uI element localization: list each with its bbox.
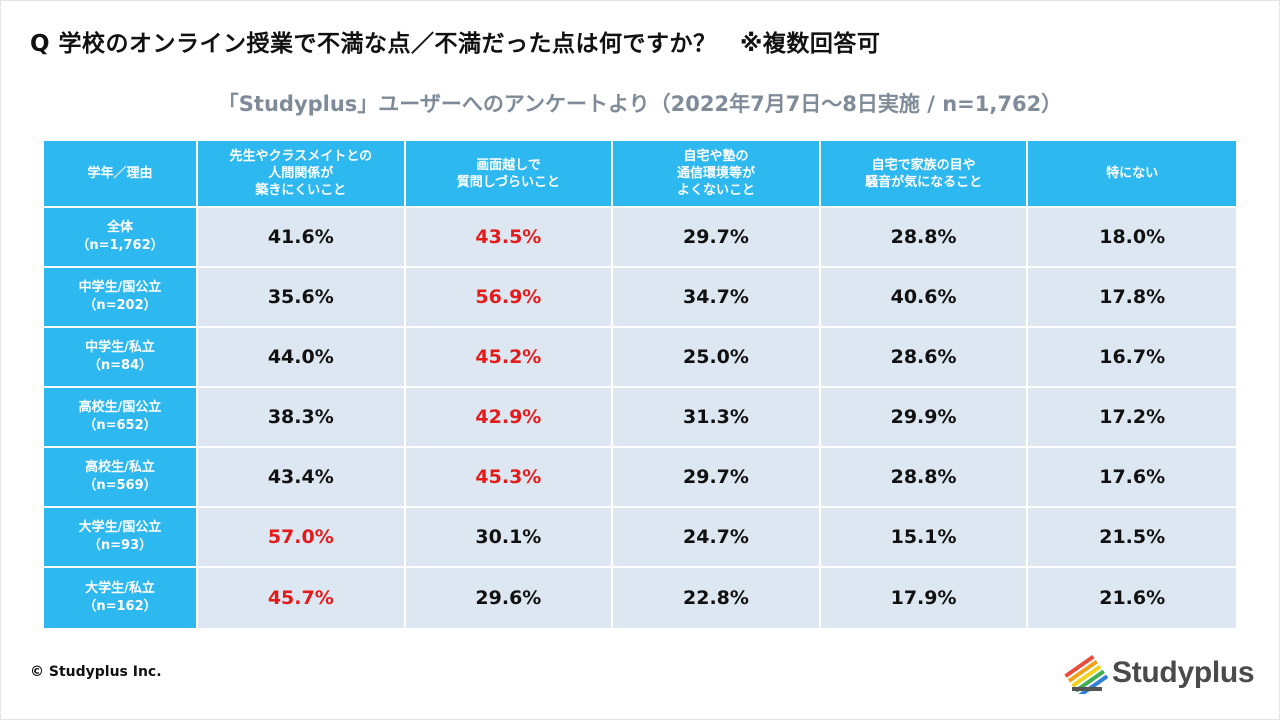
value-cell: 35.6% bbox=[198, 268, 406, 328]
table-row: 大学生/国公立 （n=93） 57.0% 30.1% 24.7% 15.1% 21.5% bbox=[44, 508, 1236, 568]
table-row: 中学生/国公立 （n=202） 35.6% 56.9% 34.7% 40.6% 17.8% bbox=[44, 268, 1236, 328]
column-header-line: 自宅や塾の bbox=[683, 149, 749, 164]
row-header: 中学生/私立 （n=84） bbox=[44, 328, 198, 388]
value-cell: 29.7% bbox=[613, 448, 821, 508]
table-row: 高校生/国公立 （n=652） 38.3% 42.9% 31.3% 29.9% 17.2% bbox=[44, 388, 1236, 448]
value-cell: 38.3% bbox=[198, 388, 406, 448]
value-cell: 28.6% bbox=[820, 328, 1029, 388]
column-header-line: 騒音が気になること bbox=[865, 174, 983, 190]
value-cell: 21.6% bbox=[1028, 568, 1236, 628]
row-sample-size: （n=162） bbox=[83, 599, 157, 614]
row-label: 大学生/私立 bbox=[85, 581, 155, 596]
page-title: Q 学校のオンライン授業で不満な点／不満だった点は何ですか？ ※複数回答可 bbox=[30, 31, 881, 57]
row-label: 高校生/国公立 bbox=[78, 400, 162, 415]
table-row: 高校生/私立 （n=569） 43.4% 45.3% 29.7% 28.8% 17.6% bbox=[44, 448, 1236, 508]
value-cell: 45.2% bbox=[405, 328, 614, 388]
column-header: 先生やクラスメイトとの 人間関係が 築きにくいこと bbox=[198, 141, 406, 208]
value-cell: 45.3% bbox=[405, 448, 614, 508]
row-label: 中学生/国公立 bbox=[78, 280, 162, 295]
row-sample-size: （n=1,762） bbox=[76, 238, 164, 253]
value-cell: 43.5% bbox=[405, 208, 614, 268]
row-sample-size: （n=569） bbox=[83, 478, 157, 493]
value-cell: 25.0% bbox=[613, 328, 821, 388]
value-cell: 57.0% bbox=[198, 508, 406, 568]
column-header-line: 質問しづらいこと bbox=[456, 174, 560, 190]
row-header: 高校生/国公立 （n=652） bbox=[44, 388, 198, 448]
row-header: 大学生/国公立 （n=93） bbox=[44, 508, 198, 568]
value-cell: 45.7% bbox=[198, 568, 406, 628]
row-header: 大学生/私立 （n=162） bbox=[44, 568, 198, 628]
value-cell: 28.8% bbox=[820, 208, 1029, 268]
value-cell: 42.9% bbox=[405, 388, 614, 448]
table-row: 大学生/私立 （n=162） 45.7% 29.6% 22.8% 17.9% 21.6% bbox=[44, 568, 1236, 628]
logo-text: Studyplus bbox=[1112, 656, 1255, 689]
table-body: 全体 （n=1,762） 41.6% 43.5% 29.7% 28.8% 18.0% 中学生/… bbox=[44, 208, 1236, 628]
value-cell: 17.2% bbox=[1028, 388, 1236, 448]
value-cell: 16.7% bbox=[1028, 328, 1236, 388]
studyplus-logo-icon bbox=[1064, 654, 1108, 694]
studyplus-logo: Studyplus bbox=[1064, 652, 1255, 696]
row-label: 大学生/国公立 bbox=[78, 520, 162, 535]
value-cell: 17.8% bbox=[1028, 268, 1236, 328]
row-sample-size: （n=652） bbox=[83, 418, 157, 433]
column-header: 自宅で家族の目や 騒音が気になること bbox=[820, 141, 1029, 208]
corner-header: 学年／理由 bbox=[44, 141, 198, 208]
column-header-line: 先生やクラスメイトとの bbox=[229, 149, 373, 164]
row-label: 全体 bbox=[106, 220, 133, 235]
value-cell: 24.7% bbox=[613, 508, 821, 568]
table-row: 中学生/私立 （n=84） 44.0% 45.2% 25.0% 28.6% 16.7% bbox=[44, 328, 1236, 388]
value-cell: 44.0% bbox=[198, 328, 406, 388]
value-cell: 56.9% bbox=[405, 268, 614, 328]
value-cell: 29.6% bbox=[405, 568, 614, 628]
column-header-line: 人間関係が bbox=[268, 166, 334, 181]
value-cell: 34.7% bbox=[613, 268, 821, 328]
column-header-line: よくないこと bbox=[676, 183, 755, 198]
value-cell: 28.8% bbox=[820, 448, 1029, 508]
row-label: 高校生/私立 bbox=[85, 460, 155, 475]
row-sample-size: （n=84） bbox=[87, 358, 153, 373]
value-cell: 18.0% bbox=[1028, 208, 1236, 268]
row-header: 全体 （n=1,762） bbox=[44, 208, 198, 268]
column-header-line: 自宅で家族の目や bbox=[871, 157, 976, 173]
column-header: 特にない bbox=[1028, 141, 1236, 208]
value-cell: 29.9% bbox=[820, 388, 1029, 448]
row-header: 中学生/国公立 （n=202） bbox=[44, 268, 198, 328]
column-header-line: 特にない bbox=[1106, 166, 1159, 181]
column-header-line: 画面越しで bbox=[476, 157, 541, 173]
row-label: 中学生/私立 bbox=[85, 340, 155, 355]
results-table: 学年／理由 先生やクラスメイトとの 人間関係が 築きにくいこと 画面越しで 質問… bbox=[44, 141, 1236, 628]
column-header-line: 築きにくいこと bbox=[255, 183, 347, 198]
value-cell: 31.3% bbox=[613, 388, 821, 448]
value-cell: 17.9% bbox=[820, 568, 1029, 628]
value-cell: 21.5% bbox=[1028, 508, 1236, 568]
value-cell: 41.6% bbox=[198, 208, 406, 268]
row-header: 高校生/私立 （n=569） bbox=[44, 448, 198, 508]
value-cell: 17.6% bbox=[1028, 448, 1236, 508]
column-header: 画面越しで 質問しづらいこと bbox=[405, 141, 614, 208]
value-cell: 22.8% bbox=[613, 568, 821, 628]
value-cell: 15.1% bbox=[820, 508, 1029, 568]
table-header-row: 学年／理由 先生やクラスメイトとの 人間関係が 築きにくいこと 画面越しで 質問… bbox=[44, 141, 1236, 208]
copyright-notice: © Studyplus Inc. bbox=[30, 664, 162, 680]
survey-subtitle: 「Studyplus」ユーザーへのアンケートより（2022年7月7日～8日実施 … bbox=[217, 92, 1063, 116]
value-cell: 40.6% bbox=[820, 268, 1029, 328]
row-sample-size: （n=202） bbox=[83, 298, 157, 313]
value-cell: 43.4% bbox=[198, 448, 406, 508]
value-cell: 29.7% bbox=[613, 208, 821, 268]
column-header: 自宅や塾の 通信環境等が よくないこと bbox=[613, 141, 821, 208]
table-row: 全体 （n=1,762） 41.6% 43.5% 29.7% 28.8% 18.0% bbox=[44, 208, 1236, 268]
row-sample-size: （n=93） bbox=[87, 538, 153, 553]
value-cell: 30.1% bbox=[405, 508, 614, 568]
column-header-line: 通信環境等が bbox=[676, 166, 755, 181]
